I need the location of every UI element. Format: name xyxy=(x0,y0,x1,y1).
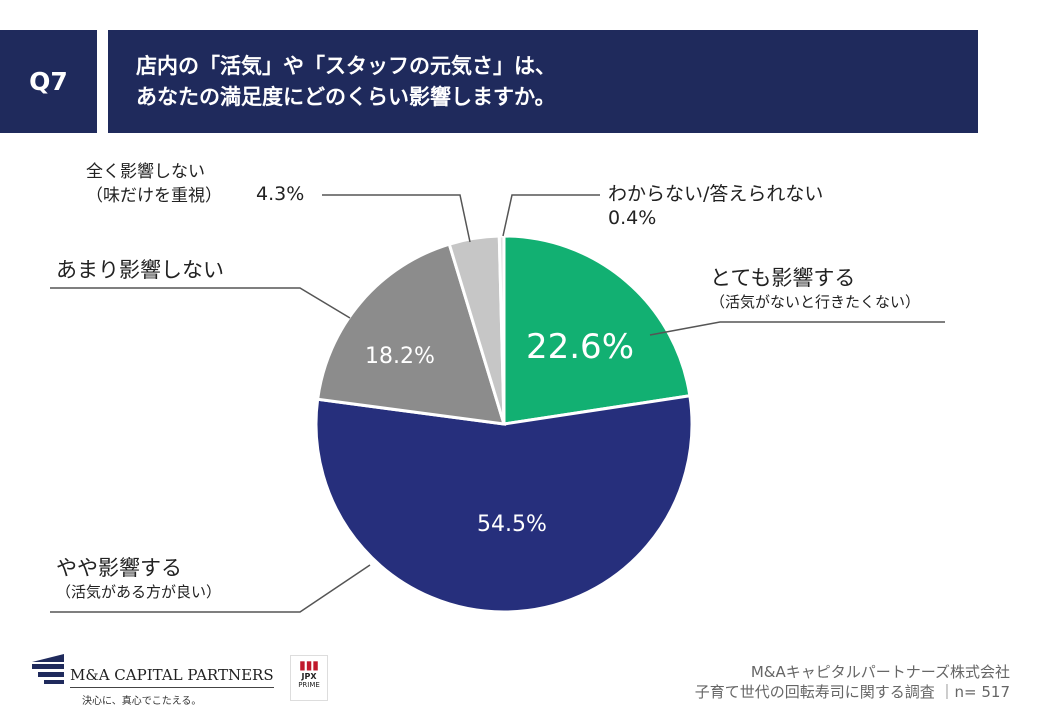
label-unknown: わからない/答えられない 0.4% xyxy=(608,182,823,230)
pie-slice-2 xyxy=(315,242,507,426)
pie-slice-1 xyxy=(314,394,694,614)
label-unknown-title: わからない/答えられない xyxy=(608,183,824,205)
value-unknown: 0.4% xyxy=(608,207,657,229)
slice-label-somewhat: 54.5% xyxy=(477,512,547,537)
label-somewhat: やや影響する （活気がある方が良い） xyxy=(56,556,221,604)
label-not-at-all-title: 全く影響しない xyxy=(86,162,205,182)
label-very: とても影響する （活気がないと行きたくない） xyxy=(710,266,920,314)
label-not-much: あまり影響しない xyxy=(56,258,224,282)
label-not-at-all: 全く影響しない （味だけを重視） xyxy=(86,160,222,208)
label-very-title: とても影響する xyxy=(710,266,856,290)
label-not-at-all-sub: （味だけを重視） xyxy=(86,186,222,206)
logo-mark-icon xyxy=(32,654,64,684)
logo-tagline: 決心に、真心でこたえる。 xyxy=(82,696,202,707)
title-line-1: 店内の「活気」や「スタッフの元気さ」は、 xyxy=(136,53,556,78)
leader-line-unknown xyxy=(502,194,600,237)
footer-survey: 子育て世代の回転寿司に関する調査 ｜n= 517 xyxy=(694,683,1010,701)
jpx-prime-badge: ▮▮▮ JPX PRIME xyxy=(290,655,328,701)
label-somewhat-sub: （活気がある方が良い） xyxy=(56,583,222,601)
jpx-text: JPX xyxy=(301,672,317,681)
label-somewhat-title: やや影響する xyxy=(56,556,182,580)
title-line-2: あなたの満足度にどのくらい影響しますか。 xyxy=(136,84,556,109)
slice-label-very: 22.6% xyxy=(526,327,634,367)
value-not-at-all: 4.3% xyxy=(256,183,305,205)
footer-company: M&Aキャピタルパートナーズ株式会社 xyxy=(750,663,1010,681)
leader-line-somewhat xyxy=(50,564,371,613)
question-title: 店内の「活気」や「スタッフの元気さ」は、 あなたの満足度にどのくらい影響しますか… xyxy=(108,30,978,133)
slice-label-not-much: 18.2% xyxy=(365,344,435,369)
logo-name: M&A CAPITAL PARTNERS xyxy=(70,666,274,688)
label-very-sub: （活気がないと行きたくない） xyxy=(710,293,921,311)
footer-source: M&Aキャピタルパートナーズ株式会社 子育て世代の回転寿司に関する調査 ｜n= … xyxy=(695,662,1010,702)
question-number: Q7 xyxy=(0,30,97,133)
pie-slice-4 xyxy=(497,234,506,425)
leader-line-not-at-all xyxy=(322,194,471,243)
leader-line-very xyxy=(649,321,945,336)
prime-text: PRIME xyxy=(298,681,320,689)
pie-slice-0 xyxy=(502,234,692,426)
company-logo: M&A CAPITAL PARTNERS 決心に、真心でこたえる。 xyxy=(30,652,274,707)
leader-line-not-much xyxy=(50,287,351,319)
